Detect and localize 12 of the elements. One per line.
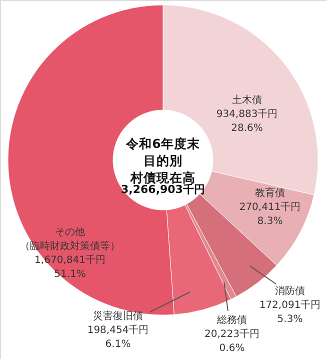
data-label: 198,454千円 6.1% xyxy=(87,324,149,350)
data-label: 270,411千円 8.3% xyxy=(239,201,301,227)
slice-label: 土木債 xyxy=(232,94,262,106)
slice-label: 総務債 xyxy=(216,314,247,326)
slice-label: 教育債 xyxy=(255,187,285,199)
slice-label: 災害復旧債 xyxy=(93,310,143,322)
data-label: 20,223千円 0.6% xyxy=(204,328,260,354)
slice-label: 消防債 xyxy=(275,285,305,297)
text: 令和6年度末目的別村債現在高 xyxy=(125,136,201,185)
text: 3,266,903千円 xyxy=(121,183,205,196)
data-label: 172,091千円 5.3% xyxy=(259,299,321,325)
data-label: 934,883千円 28.6% xyxy=(216,108,278,134)
